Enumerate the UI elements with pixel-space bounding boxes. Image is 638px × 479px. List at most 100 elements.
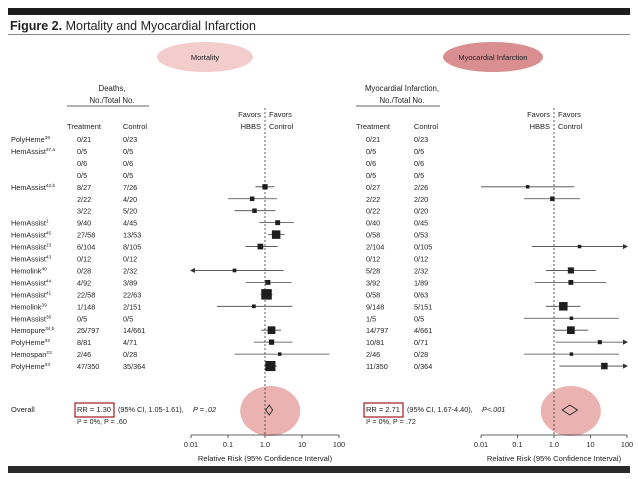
treatment-count: 9/148 — [366, 302, 384, 311]
favors-hbbs-label: HBBS — [530, 122, 550, 131]
study-name: Hemolink40 — [11, 266, 47, 275]
panel-title: Myocardial Infarction — [458, 53, 527, 62]
study-reference: 36 — [46, 314, 52, 320]
x-tick-label: 100 — [621, 440, 633, 449]
study-name-text: HemAssist — [11, 314, 46, 323]
treatment-count: 11/350 — [366, 362, 388, 371]
study-name-text: HemAssist — [11, 219, 46, 228]
treatment-count: 0/21 — [77, 135, 91, 144]
study-reference: 32 — [45, 338, 51, 344]
treatment-count: 0/5 — [77, 171, 87, 180]
study-name-text: Hemolink — [11, 302, 42, 311]
treatment-count: 0/12 — [366, 255, 380, 264]
treatment-count: 2/104 — [366, 243, 384, 252]
point-estimate — [271, 230, 281, 239]
overall-rr-box — [363, 402, 404, 418]
treatment-count: 0/58 — [366, 231, 380, 240]
study-name: HemAssist43 — [11, 255, 52, 264]
treatment-count: 2/22 — [366, 195, 380, 204]
control-count: 0/5 — [123, 147, 133, 156]
point-estimate — [277, 352, 282, 356]
column-header: Myocardial Infarction, — [365, 84, 439, 93]
treatment-header: Treatment — [67, 122, 102, 131]
control-count: 0/63 — [414, 290, 428, 299]
control-count: 35/364 — [123, 362, 145, 371]
treatment-count: 0/5 — [366, 171, 376, 180]
study-name: HemAssist1 — [11, 219, 49, 228]
overall-highlight-oval — [540, 386, 601, 436]
study-name: HemAssist13 — [11, 243, 52, 252]
control-count: 0/28 — [414, 350, 428, 359]
point-estimate — [568, 279, 574, 285]
treatment-count: 0/6 — [366, 159, 376, 168]
control-count: 0/6 — [414, 159, 424, 168]
favors-hbbs-label: Favors — [527, 110, 550, 119]
x-tick-label: 100 — [333, 440, 345, 449]
point-estimate — [567, 326, 575, 335]
control-count: 0/28 — [123, 350, 137, 359]
x-tick-label: 0.01 — [184, 440, 198, 449]
control-count: 0/20 — [414, 207, 428, 216]
control-count: 0/6 — [123, 159, 133, 168]
control-count: 0/71 — [414, 338, 428, 347]
control-count: 0/53 — [414, 231, 428, 240]
study-name: Hemospan23 — [11, 350, 52, 359]
study-reference: 39 — [41, 302, 47, 308]
panel-title: Mortality — [191, 53, 220, 62]
overall-diamond — [265, 404, 274, 416]
treatment-header: Treatment — [356, 122, 391, 131]
study-name-text: Hemolink — [11, 266, 42, 275]
study-name-text: HemAssist — [11, 243, 46, 252]
study-name-text: PolyHeme — [11, 338, 45, 347]
control-count: 5/151 — [414, 302, 432, 311]
control-count: 2/20 — [414, 195, 428, 204]
study-reference: 23 — [46, 350, 52, 356]
point-estimate — [262, 184, 268, 190]
treatment-count: 0/21 — [366, 135, 380, 144]
study-name-text: HemAssist — [11, 255, 46, 264]
control-count: 1/89 — [414, 278, 428, 287]
favors-control-label: Control — [558, 122, 583, 131]
point-estimate — [525, 185, 530, 189]
treatment-count: 8/27 — [77, 183, 91, 192]
overall-p-value: P = .02 — [193, 405, 216, 414]
point-estimate — [569, 352, 574, 356]
control-count: 7/26 — [123, 183, 137, 192]
panel-title-oval — [443, 42, 543, 72]
study-name-text: HemAssist — [11, 231, 46, 240]
title-divider — [8, 34, 630, 35]
control-count: 2/151 — [123, 302, 141, 311]
point-estimate — [569, 316, 574, 320]
point-estimate — [232, 268, 237, 273]
overall-label: Overall — [11, 405, 35, 414]
control-count: 5/20 — [123, 207, 137, 216]
study-reference: 45 — [46, 231, 52, 237]
top-rule-bar — [8, 8, 630, 15]
overall-rr: RR = 2.71 — [366, 405, 400, 414]
point-estimate — [567, 267, 574, 274]
point-estimate — [261, 289, 272, 300]
column-header-sub: No./Total No. — [379, 96, 424, 105]
point-estimate — [252, 208, 257, 213]
column-header-sub: No./Total No. — [89, 96, 134, 105]
control-count: 13/53 — [123, 231, 141, 240]
ci-arrow-right — [623, 339, 628, 345]
study-name: HemAssist44 — [11, 278, 52, 287]
study-name: PolyHeme38 — [11, 135, 50, 144]
control-count: 3/89 — [123, 278, 137, 287]
overall-diamond — [561, 404, 579, 416]
treatment-count: 25/797 — [77, 326, 99, 335]
control-count: 2/32 — [414, 266, 428, 275]
x-tick-label: 1.0 — [260, 440, 270, 449]
study-reference: 43 — [46, 255, 52, 261]
study-name: HemAssist37,a — [11, 147, 56, 156]
study-name: PolyHeme32 — [11, 338, 50, 347]
study-name: HemAssist45 — [11, 231, 52, 240]
point-estimate — [550, 196, 555, 201]
study-name-text: HemAssist — [11, 183, 46, 192]
treatment-count: 1/148 — [77, 302, 95, 311]
ci-arrow-right — [623, 363, 628, 369]
point-estimate — [577, 244, 582, 249]
study-name: Hemopure34,b — [11, 326, 55, 335]
